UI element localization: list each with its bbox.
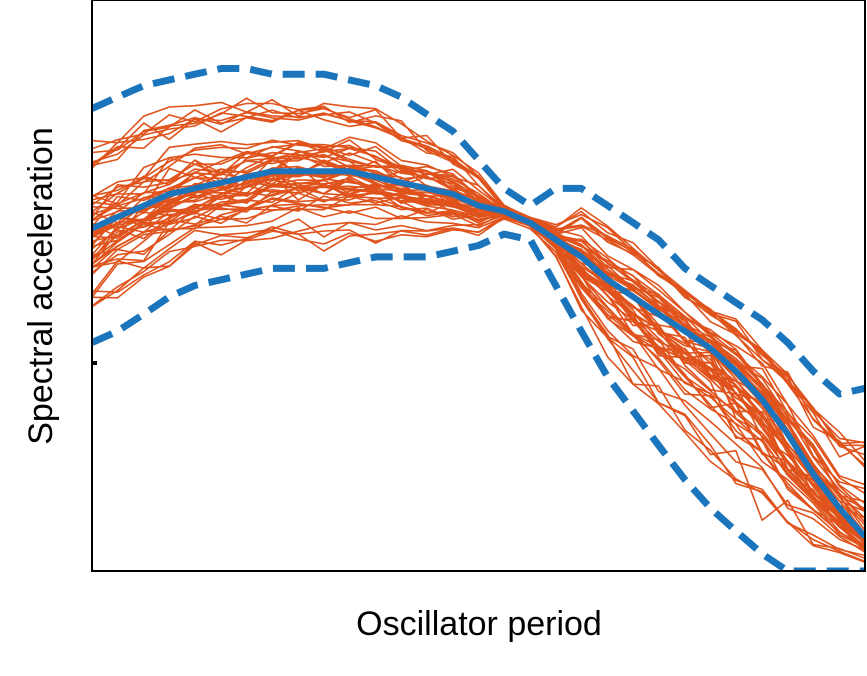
individual-spectrum-line [92,215,865,553]
individual-spectrum-line [92,183,865,546]
individual-spectrum-line [92,203,865,549]
y-axis-title: Spectral acceleration [22,127,60,445]
individual-spectra-group [92,97,865,563]
individual-spectrum-line [92,190,865,547]
upper-bound-dashed-line [92,65,865,398]
x-axis-title: Oscillator period [356,605,602,643]
individual-spectrum-line [92,111,865,469]
individual-spectrum-line [92,215,865,563]
individual-spectrum-line [92,183,865,544]
statistic-lines-group [92,65,865,571]
individual-spectrum-line [92,145,865,513]
individual-spectrum-line [92,109,865,466]
individual-spectrum-line [92,206,865,551]
y-tick-mark [92,361,97,365]
individual-spectrum-line [92,149,865,526]
lower-bound-dashed-line [92,230,865,571]
individual-spectrum-line [92,98,865,444]
individual-spectrum-line [92,214,865,557]
individual-spectrum-line [92,216,865,560]
individual-spectrum-line [92,183,865,544]
individual-spectrum-line [92,102,865,445]
individual-spectrum-line [92,139,865,505]
median-line [92,168,865,539]
plot-frame [91,0,866,572]
